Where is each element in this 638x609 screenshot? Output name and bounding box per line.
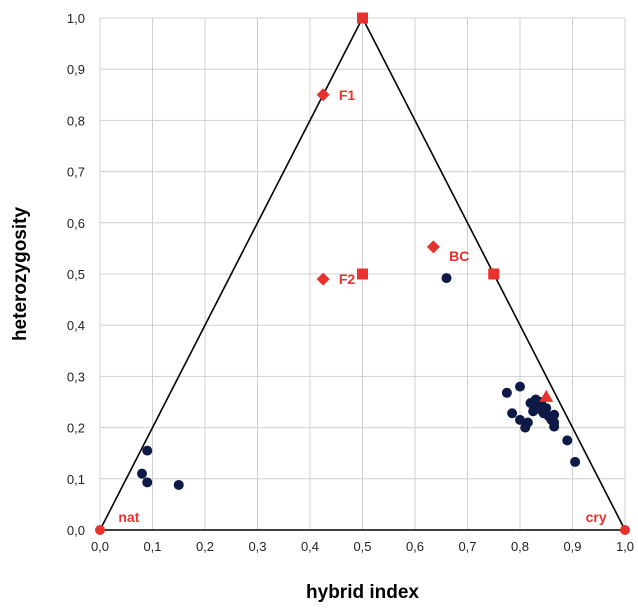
y-axis-tick-labels: 0,0 0,1 0,2 0,3 0,4 0,5 0,6 0,7 0,8 0,9 1,0 — [67, 11, 85, 538]
data-point-diamond — [316, 272, 330, 286]
data-point-circle — [620, 525, 630, 535]
y-tick-label: 0,9 — [67, 62, 85, 77]
x-tick-label: 0,2 — [196, 539, 214, 554]
data-point-circle — [549, 409, 560, 420]
y-tick-label: 0,7 — [67, 165, 85, 180]
x-tick-label: 0,0 — [91, 539, 109, 554]
data-point-circle — [173, 479, 184, 490]
data-point-diamond — [316, 88, 330, 102]
data-point-circle — [95, 525, 105, 535]
data-point-circle — [549, 421, 560, 432]
y-tick-label: 0,6 — [67, 216, 85, 231]
annotation-label: cry — [586, 509, 607, 525]
x-tick-label: 0,9 — [563, 539, 581, 554]
annotation-label: nat — [118, 509, 139, 525]
data-point-circle — [515, 414, 525, 425]
x-tick-label: 0,5 — [353, 539, 371, 554]
x-tick-label: 0,3 — [248, 539, 266, 554]
data-point-triangle — [539, 389, 554, 402]
annotation-label: F2 — [339, 271, 356, 287]
x-tick-label: 0,1 — [143, 539, 161, 554]
data-point-diamond — [426, 240, 440, 254]
data-point-circle — [562, 435, 573, 446]
data-point-circle — [522, 417, 533, 428]
data-point-circle — [507, 408, 518, 419]
x-tick-label: 0,4 — [301, 539, 319, 554]
data-point-square — [357, 268, 368, 280]
y-tick-label: 0,5 — [67, 267, 85, 282]
y-tick-label: 0,1 — [67, 472, 85, 487]
data-point-circle — [441, 273, 452, 284]
data-point-circle — [541, 403, 552, 414]
y-tick-label: 0,2 — [67, 421, 85, 436]
x-tick-label: 0,6 — [406, 539, 424, 554]
data-point-circle — [137, 468, 147, 479]
y-tick-label: 1,0 — [67, 11, 85, 26]
data-point-circle — [142, 477, 153, 488]
annotation-label: F1 — [339, 87, 356, 103]
data-point-circle — [142, 445, 153, 456]
point-annotations: F1 F2 BC nat cry — [118, 87, 606, 525]
annotation-label: BC — [449, 248, 469, 264]
y-tick-label: 0,4 — [67, 318, 85, 333]
x-tick-label: 0,7 — [458, 539, 476, 554]
data-point-circle — [501, 387, 512, 398]
y-tick-label: 0,0 — [67, 523, 85, 538]
data-points — [95, 12, 630, 535]
y-axis-label: heterozygosity — [10, 207, 31, 342]
x-axis-tick-labels: 0,0 0,1 0,2 0,3 0,4 0,5 0,6 0,7 0,8 0,9 1,0 — [91, 539, 634, 554]
y-tick-label: 0,3 — [67, 369, 85, 384]
x-tick-label: 1,0 — [616, 539, 634, 554]
y-tick-label: 0,8 — [67, 113, 85, 128]
x-axis-label: hybrid index — [306, 582, 419, 603]
data-point-circle — [515, 381, 525, 392]
data-point-square — [357, 12, 368, 24]
data-point-square — [488, 268, 500, 280]
x-tick-label: 0,8 — [511, 539, 529, 554]
data-point-circle — [570, 456, 581, 467]
